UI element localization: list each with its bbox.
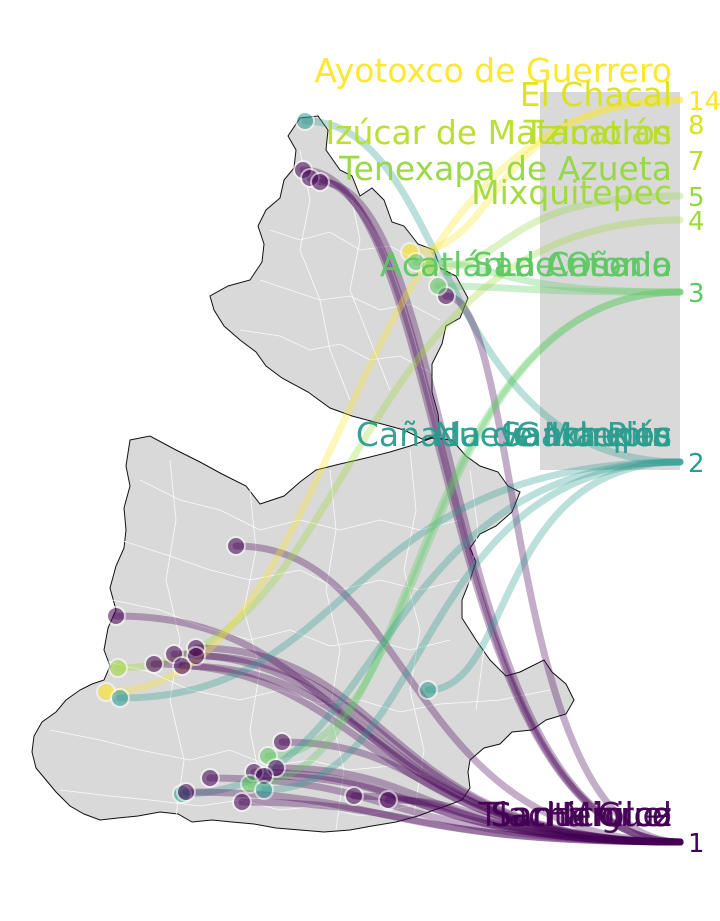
location-point bbox=[420, 258, 440, 278]
flow-line bbox=[116, 458, 684, 702]
flow-line bbox=[260, 458, 684, 794]
location-point bbox=[378, 790, 398, 810]
location-point bbox=[144, 654, 164, 674]
location-point bbox=[176, 782, 196, 802]
rank-number: 7 bbox=[688, 147, 705, 177]
place-label: Tzicatlán bbox=[523, 113, 672, 152]
flow-line bbox=[442, 292, 684, 846]
location-point bbox=[226, 536, 246, 556]
rank-number: 4 bbox=[688, 207, 705, 237]
flow-line bbox=[301, 117, 684, 466]
flow-line bbox=[150, 660, 684, 846]
flow-line bbox=[114, 216, 684, 672]
flow-line bbox=[238, 798, 684, 846]
place-label: San Miguel bbox=[490, 795, 672, 834]
place-label: Santa Cruz bbox=[491, 795, 672, 834]
flow-line bbox=[406, 96, 684, 256]
flow-lines bbox=[102, 96, 684, 846]
rank-number: 5 bbox=[688, 183, 705, 213]
place-label: Tlachichilco bbox=[477, 795, 672, 834]
location-points bbox=[96, 111, 456, 812]
location-point bbox=[106, 606, 126, 626]
place-label: Heroica bbox=[546, 795, 672, 834]
label-background-block bbox=[540, 92, 680, 422]
location-point bbox=[418, 680, 438, 700]
state-boundary bbox=[31, 92, 680, 833]
rank-numbers: 148 7 54 3 2 1 bbox=[688, 87, 720, 859]
place-label: Gachupín bbox=[515, 415, 672, 454]
rank-number: 2 bbox=[688, 449, 705, 479]
rank-number: 14 bbox=[688, 87, 720, 117]
location-point bbox=[186, 646, 206, 666]
flow-line bbox=[264, 288, 684, 760]
location-point bbox=[172, 656, 192, 676]
place-label: Nuevo Ixtepec bbox=[434, 415, 672, 454]
label-background-block-lower bbox=[540, 422, 680, 470]
location-point bbox=[232, 792, 252, 812]
location-point bbox=[295, 111, 315, 131]
place-label: Tenexapa de Azueta bbox=[338, 149, 672, 188]
flow-line bbox=[316, 178, 684, 846]
location-point bbox=[108, 658, 128, 678]
place-label: Mixquitepec bbox=[471, 173, 672, 212]
flow-line bbox=[306, 174, 684, 846]
location-point bbox=[344, 786, 364, 806]
place-label: La Cañada bbox=[497, 245, 672, 284]
flow-line bbox=[426, 192, 684, 272]
place-label: Acatlán de Osorio bbox=[380, 245, 672, 284]
place-label: El Chacal bbox=[520, 75, 672, 114]
flow-line bbox=[246, 288, 684, 788]
flow-line bbox=[250, 768, 684, 846]
flow-line bbox=[299, 166, 684, 846]
place-label: San Antonio bbox=[473, 245, 672, 284]
north-region bbox=[209, 115, 469, 441]
location-point bbox=[310, 172, 330, 192]
rank-number: 1 bbox=[688, 829, 705, 859]
rank-number: 8 bbox=[688, 111, 705, 141]
flow-line bbox=[412, 258, 684, 296]
south-region bbox=[31, 435, 575, 833]
location-point bbox=[428, 276, 448, 296]
flow-line bbox=[192, 652, 684, 846]
flow-line bbox=[384, 796, 684, 846]
flow-line bbox=[260, 772, 684, 846]
place-label: Izúcar de Matamoros bbox=[325, 113, 672, 152]
flow-line bbox=[278, 738, 684, 846]
location-point bbox=[200, 768, 220, 788]
flow-line bbox=[192, 644, 684, 846]
flow-line bbox=[272, 764, 684, 846]
flow-line bbox=[112, 612, 684, 846]
place-label: Santa Rita bbox=[501, 415, 672, 454]
place-label: Cañada de Morelos bbox=[356, 415, 672, 454]
flow-line bbox=[170, 650, 684, 846]
flow-line bbox=[424, 458, 684, 694]
location-point bbox=[272, 732, 292, 752]
location-point bbox=[254, 780, 274, 800]
flow-line bbox=[434, 282, 684, 296]
flow-line bbox=[178, 662, 684, 846]
location-point bbox=[110, 688, 130, 708]
rank-number: 3 bbox=[688, 279, 705, 309]
place-label: Ayotoxco de Guerrero bbox=[314, 51, 672, 90]
flow-line bbox=[206, 774, 684, 846]
